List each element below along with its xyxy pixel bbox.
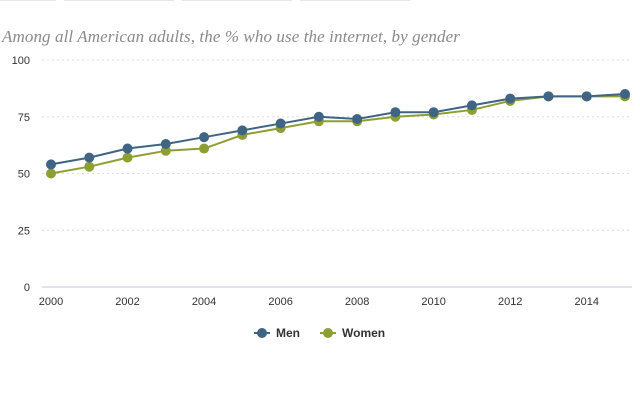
data-point-men <box>237 125 248 136</box>
series-line-men <box>50 93 626 166</box>
x-tick-label: 2008 <box>345 296 369 308</box>
data-point-men <box>390 107 401 118</box>
y-tick-label: 0 <box>24 282 30 294</box>
x-tick-label: 2012 <box>498 296 522 308</box>
data-point-men <box>84 152 95 163</box>
data-point-men <box>46 159 56 170</box>
x-tick-label: 2002 <box>115 296 139 308</box>
y-tick-label: 100 <box>12 55 30 67</box>
legend-swatch-men <box>254 328 270 338</box>
x-tick-label: 2000 <box>39 296 63 308</box>
data-point-men <box>122 143 133 154</box>
legend-label-men: Men <box>276 326 300 340</box>
chart-legend: Men Women <box>0 324 640 342</box>
data-point-men <box>466 100 477 111</box>
legend-marker-women <box>323 328 333 338</box>
data-point-men <box>581 91 592 102</box>
data-point-women <box>84 161 95 172</box>
x-tick-label: 2010 <box>421 296 445 308</box>
legend-label-women: Women <box>342 326 386 340</box>
y-tick-label: 25 <box>18 225 30 237</box>
top-rule-segment <box>0 0 56 1</box>
x-tick-label: 2014 <box>574 296 598 308</box>
data-point-women <box>199 143 210 154</box>
series-line-women <box>50 95 625 175</box>
data-point-women <box>122 152 133 163</box>
data-point-men <box>275 118 286 129</box>
y-tick-label: 50 <box>18 169 30 181</box>
top-rule <box>0 0 640 4</box>
data-point-men <box>620 89 630 100</box>
x-tick-label: 2006 <box>268 296 292 308</box>
data-point-women <box>46 168 56 179</box>
data-point-men <box>543 91 554 102</box>
data-point-men <box>352 114 363 125</box>
x-tick-label: 2004 <box>192 296 216 308</box>
data-point-men <box>313 111 324 122</box>
legend-item-men[interactable]: Men <box>254 324 300 342</box>
data-point-men <box>199 132 210 143</box>
chart-subtitle: Among all American adults, the % who use… <box>2 27 460 46</box>
top-rule-segment <box>182 0 292 1</box>
data-point-men <box>505 93 516 104</box>
data-point-men <box>160 138 171 149</box>
data-point-men <box>428 107 439 118</box>
legend-item-women[interactable]: Women <box>320 324 385 342</box>
top-rule-segment <box>64 0 174 1</box>
top-rule-segment <box>300 0 410 1</box>
line-chart: 0 25 50 75 100 2000 2002 2004 2006 2008 2010 2012 20… <box>12 55 632 308</box>
legend-swatch-women <box>320 328 336 338</box>
y-tick-label: 75 <box>18 112 30 124</box>
legend-marker-men <box>257 328 267 338</box>
